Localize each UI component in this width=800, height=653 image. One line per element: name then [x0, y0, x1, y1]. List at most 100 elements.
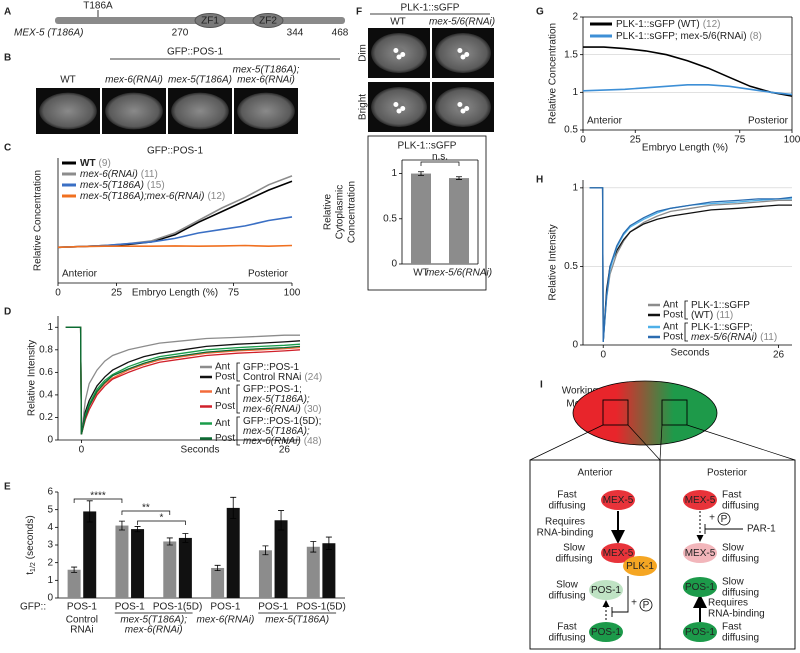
state-label: Slow	[722, 577, 744, 588]
panel-letter: C	[4, 143, 11, 154]
x-axis-label: Seconds	[181, 445, 220, 456]
embryo	[171, 92, 229, 130]
state-label: Slow	[722, 543, 744, 554]
y-tick-label: 5	[47, 504, 53, 515]
legend-bracket	[684, 300, 688, 320]
legend-entry: mex-5(T186A);mex-6(RNAi) (12)	[80, 191, 225, 202]
legend-entry: PLK-1::sGFP (WT) (12)	[616, 19, 721, 30]
series-line	[57, 244, 293, 249]
legend-label: Post	[663, 310, 683, 321]
y-axis-label: Relative Concentration	[33, 170, 44, 271]
bar	[322, 543, 336, 598]
legend-count: (48)	[304, 436, 322, 447]
protein-label: MEX-5	[685, 548, 716, 559]
phospho-label: P	[721, 514, 728, 525]
centrosome	[464, 106, 470, 111]
y-tick-label: 3	[47, 540, 53, 551]
y-tick-label: 2	[47, 557, 53, 568]
panel-letter: A	[4, 7, 11, 18]
error-bar	[456, 176, 462, 180]
x-tick-label: 0	[600, 350, 606, 361]
zinc-finger	[194, 13, 226, 28]
error-bar	[325, 536, 332, 550]
y-tick-label: 2	[572, 12, 578, 23]
x-tick-label: 26	[773, 350, 785, 361]
label: mex-5(T186A);	[233, 65, 300, 76]
panel-letter: B	[4, 53, 11, 64]
legend-count: (11)	[760, 332, 777, 343]
zoom-square	[661, 399, 688, 426]
annotation: Anterior	[587, 116, 623, 127]
y-tick-label: 1	[572, 87, 578, 98]
bar	[115, 525, 129, 598]
legend-group-line: (WT)	[691, 310, 713, 321]
significance-bracket	[420, 161, 460, 166]
model-title: Working	[562, 386, 599, 397]
legend-group: mex-6(RNAi) (30)	[243, 404, 322, 415]
region-heading: Anterior	[577, 468, 613, 479]
state-label: diffusing	[548, 633, 585, 644]
label: WT	[390, 17, 406, 28]
x-tick-label: POS-1	[258, 602, 288, 613]
series-line	[589, 187, 793, 342]
error-bar	[262, 545, 269, 556]
y-axis-label: Relative Intensity	[548, 224, 559, 300]
x-axis-label: Embryo Length (%)	[132, 288, 218, 299]
group-label: mex-6(RNAi)	[125, 625, 183, 636]
inhibition	[611, 576, 629, 617]
legend-count: (24)	[304, 372, 322, 383]
kinase-label: PAR-1	[747, 524, 776, 535]
legend-group-line: mex-5(T186A);	[243, 426, 310, 437]
legend-count: (12)	[207, 191, 225, 202]
legend-entry: mex-6(RNAi) (11)	[80, 169, 158, 180]
legend-group-line: mex-6(RNAi)	[243, 436, 301, 447]
y-axis-label: Relative Intensity	[27, 340, 38, 416]
legend-label: Ant	[663, 322, 678, 333]
y-axis-label: Relative	[323, 194, 334, 231]
legend-label: Ant	[215, 362, 230, 373]
embryo	[39, 92, 97, 130]
legend-group-line: GFP::POS-1;	[243, 384, 302, 395]
y-tick-label: 0.2	[39, 412, 53, 423]
legend-group: GFP::POS-1	[243, 362, 300, 373]
legend-bracket	[236, 384, 240, 414]
label: 270	[172, 28, 189, 39]
label: T186A	[83, 1, 113, 12]
centrosome	[457, 48, 463, 53]
phospho-circle	[717, 512, 731, 526]
legend-group-line: mex-5(T186A);	[243, 394, 310, 405]
panel-letter: I	[540, 380, 543, 391]
x-axis-label: Embryo Length (%)	[642, 143, 728, 154]
legend-group-line: PLK-1::sGFP	[691, 300, 750, 311]
x-tick-label: POS-1	[115, 602, 145, 613]
protein-label: MEX-5	[685, 495, 716, 506]
protein-label: POS-1	[591, 627, 621, 638]
bar	[274, 520, 288, 598]
x-tick-label: 0	[79, 445, 85, 456]
y-tick-label: 0	[47, 435, 53, 446]
legend-group-line: PLK-1::sGFP;	[691, 322, 753, 333]
y-tick-label: 0.8	[39, 344, 53, 355]
y-axis-label-part: t	[25, 572, 36, 575]
protein-node	[683, 543, 717, 563]
centrosome	[393, 48, 399, 53]
bar	[258, 550, 272, 598]
centrosome	[457, 102, 463, 107]
centrosome	[460, 108, 466, 114]
y-tick-label: 1	[47, 322, 53, 333]
protein-label: MEX-5	[603, 548, 634, 559]
significance: *	[160, 513, 164, 524]
legend-label: Post	[215, 401, 235, 412]
centrosome	[400, 106, 406, 111]
centrosome	[396, 108, 402, 114]
x-axis-label: Seconds	[671, 348, 710, 359]
x-tick-label: 25	[630, 135, 642, 146]
label: mex-6(RNAi)	[105, 75, 163, 86]
panel-letter: H	[536, 175, 543, 186]
phospho-sign: +	[709, 513, 715, 524]
protein-label: POS-1	[591, 585, 621, 596]
error-bar	[214, 564, 221, 572]
group-label: mex-6(RNAi)	[197, 615, 255, 626]
group-label: mex-5(T186A)	[265, 615, 329, 626]
